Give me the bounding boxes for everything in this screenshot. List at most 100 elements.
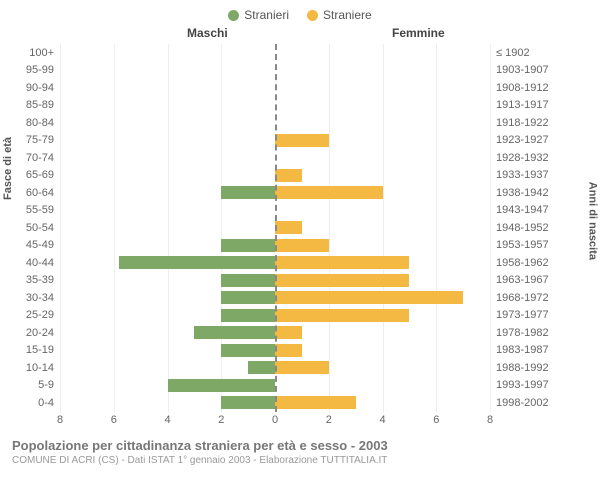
bar-female bbox=[275, 169, 302, 182]
age-label: 50-54 bbox=[12, 222, 60, 234]
age-row: 80-84 1918-1922 bbox=[12, 114, 588, 132]
age-row: 55-59 1943-1947 bbox=[12, 202, 588, 220]
birth-year-label: 1983-1987 bbox=[490, 344, 560, 356]
x-tick: 8 bbox=[487, 414, 493, 426]
age-label: 95-99 bbox=[12, 64, 60, 76]
birth-year-label: 1973-1977 bbox=[490, 309, 560, 321]
legend-swatch-male bbox=[228, 10, 239, 21]
legend-label-female: Straniere bbox=[323, 8, 372, 22]
x-tick: 4 bbox=[164, 414, 170, 426]
age-label: 80-84 bbox=[12, 117, 60, 129]
birth-year-label: 1993-1997 bbox=[490, 379, 560, 391]
birth-year-label: 1918-1922 bbox=[490, 117, 560, 129]
legend-swatch-female bbox=[307, 10, 318, 21]
bar-male bbox=[221, 344, 275, 357]
age-label: 65-69 bbox=[12, 169, 60, 181]
birth-year-label: 1998-2002 bbox=[490, 397, 560, 409]
age-label: 90-94 bbox=[12, 82, 60, 94]
x-tick: 2 bbox=[218, 414, 224, 426]
x-tick: 6 bbox=[433, 414, 439, 426]
age-row: 90-94 1908-1912 bbox=[12, 79, 588, 97]
bar-male bbox=[221, 291, 275, 304]
birth-year-label: 1903-1907 bbox=[490, 64, 560, 76]
bar-male bbox=[168, 379, 276, 392]
bar-female bbox=[275, 291, 463, 304]
birth-year-label: 1933-1937 bbox=[490, 169, 560, 181]
birth-year-label: 1938-1942 bbox=[490, 187, 560, 199]
age-row: 50-54 1948-1952 bbox=[12, 219, 588, 237]
chart-rows: 100+ ≤ 1902 95-99 1903-1907 90-94 1908-1912 85… bbox=[12, 44, 588, 412]
bar-male bbox=[221, 274, 275, 287]
age-row: 65-69 1933-1937 bbox=[12, 167, 588, 185]
column-headers: Maschi Femmine bbox=[12, 26, 588, 42]
age-label: 25-29 bbox=[12, 309, 60, 321]
bar-female bbox=[275, 309, 409, 322]
age-row: 95-99 1903-1907 bbox=[12, 62, 588, 80]
chart-footer: Popolazione per cittadinanza straniera p… bbox=[12, 438, 588, 466]
birth-year-label: 1928-1932 bbox=[490, 152, 560, 164]
age-row: 70-74 1928-1932 bbox=[12, 149, 588, 167]
center-axis-line bbox=[275, 44, 277, 412]
bar-female bbox=[275, 221, 302, 234]
bar-female bbox=[275, 134, 329, 147]
age-label: 70-74 bbox=[12, 152, 60, 164]
age-label: 30-34 bbox=[12, 292, 60, 304]
age-label: 55-59 bbox=[12, 204, 60, 216]
birth-year-label: 1948-1952 bbox=[490, 222, 560, 234]
birth-year-label: 1908-1912 bbox=[490, 82, 560, 94]
bar-female bbox=[275, 186, 383, 199]
chart-container: Stranieri Straniere Maschi Femmine Fasce… bbox=[0, 0, 600, 500]
age-row: 20-24 1978-1982 bbox=[12, 324, 588, 342]
x-axis: 864202468 bbox=[12, 414, 588, 428]
birth-year-label: 1923-1927 bbox=[490, 134, 560, 146]
bar-female bbox=[275, 344, 302, 357]
birth-year-label: 1943-1947 bbox=[490, 204, 560, 216]
x-tick: 2 bbox=[326, 414, 332, 426]
age-row: 45-49 1953-1957 bbox=[12, 237, 588, 255]
age-row: 35-391963-1967 bbox=[12, 272, 588, 290]
legend-item-male: Stranieri bbox=[228, 8, 289, 22]
age-label: 45-49 bbox=[12, 239, 60, 251]
age-label: 15-19 bbox=[12, 344, 60, 356]
age-label: 75-79 bbox=[12, 134, 60, 146]
age-row: 10-141988-1992 bbox=[12, 359, 588, 377]
birth-year-label: 1963-1967 bbox=[490, 274, 560, 286]
bar-male bbox=[119, 256, 275, 269]
footer-title: Popolazione per cittadinanza straniera p… bbox=[12, 438, 588, 453]
birth-year-label: 1953-1957 bbox=[490, 239, 560, 251]
legend-item-female: Straniere bbox=[307, 8, 372, 22]
age-row: 30-341968-1972 bbox=[12, 289, 588, 307]
legend: Stranieri Straniere bbox=[12, 8, 588, 22]
bar-female bbox=[275, 274, 409, 287]
birth-year-label: ≤ 1902 bbox=[490, 47, 560, 59]
x-tick: 4 bbox=[379, 414, 385, 426]
age-label: 40-44 bbox=[12, 257, 60, 269]
bar-male bbox=[194, 326, 275, 339]
age-label: 0-4 bbox=[12, 397, 60, 409]
birth-year-label: 1978-1982 bbox=[490, 327, 560, 339]
age-row: 40-441958-1962 bbox=[12, 254, 588, 272]
bar-female bbox=[275, 256, 409, 269]
bar-male bbox=[221, 239, 275, 252]
age-label: 85-89 bbox=[12, 99, 60, 111]
bar-female bbox=[275, 326, 302, 339]
header-female: Femmine bbox=[392, 26, 445, 40]
age-row: 5-9 1993-1997 bbox=[12, 377, 588, 395]
bar-male bbox=[248, 361, 275, 374]
bar-male bbox=[221, 186, 275, 199]
x-tick: 0 bbox=[272, 414, 278, 426]
age-row: 15-19 1983-1987 bbox=[12, 342, 588, 360]
age-row: 60-641938-1942 bbox=[12, 184, 588, 202]
age-row: 0-4 1998-2002 bbox=[12, 394, 588, 412]
age-label: 20-24 bbox=[12, 327, 60, 339]
x-axis-ticks: 864202468 bbox=[60, 414, 490, 428]
age-label: 5-9 bbox=[12, 379, 60, 391]
bar-female bbox=[275, 361, 329, 374]
age-row: 85-89 1913-1917 bbox=[12, 97, 588, 115]
x-tick: 6 bbox=[111, 414, 117, 426]
legend-label-male: Stranieri bbox=[244, 8, 289, 22]
footer-subtitle: COMUNE DI ACRI (CS) - Dati ISTAT 1° genn… bbox=[12, 455, 588, 466]
bar-female bbox=[275, 239, 329, 252]
birth-year-label: 1913-1917 bbox=[490, 99, 560, 111]
age-label: 100+ bbox=[12, 47, 60, 59]
